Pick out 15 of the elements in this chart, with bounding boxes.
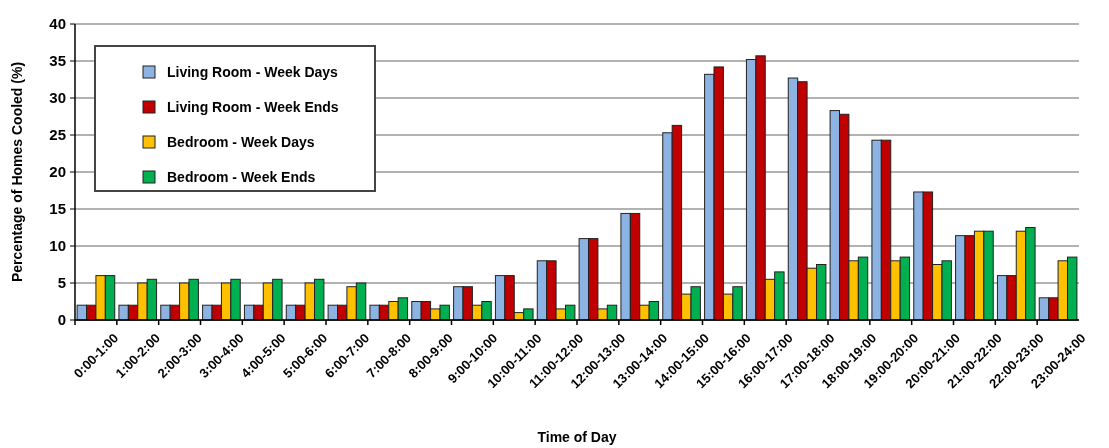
legend-label: Bedroom - Week Ends: [167, 168, 316, 185]
y-tick-label: 5: [57, 274, 66, 292]
legend-label: Bedroom - Week Days: [167, 133, 315, 150]
y-tick-label: 10: [49, 237, 66, 255]
y-tick-label: 15: [49, 200, 66, 218]
y-tick-label: 20: [49, 163, 66, 181]
y-tick-label: 0: [57, 311, 66, 329]
y-tick-label: 40: [49, 15, 66, 33]
y-tick-label: 35: [49, 52, 66, 70]
y-tick-label: 30: [49, 89, 66, 107]
legend-label: Living Room - Week Ends: [167, 98, 339, 115]
x-axis-title: Time of Day: [537, 429, 617, 445]
y-axis-title: Percentage of Homes Cooled (%): [9, 61, 25, 283]
y-tick-label: 25: [49, 126, 66, 144]
legend-label: Living Room - Week Days: [167, 63, 339, 80]
